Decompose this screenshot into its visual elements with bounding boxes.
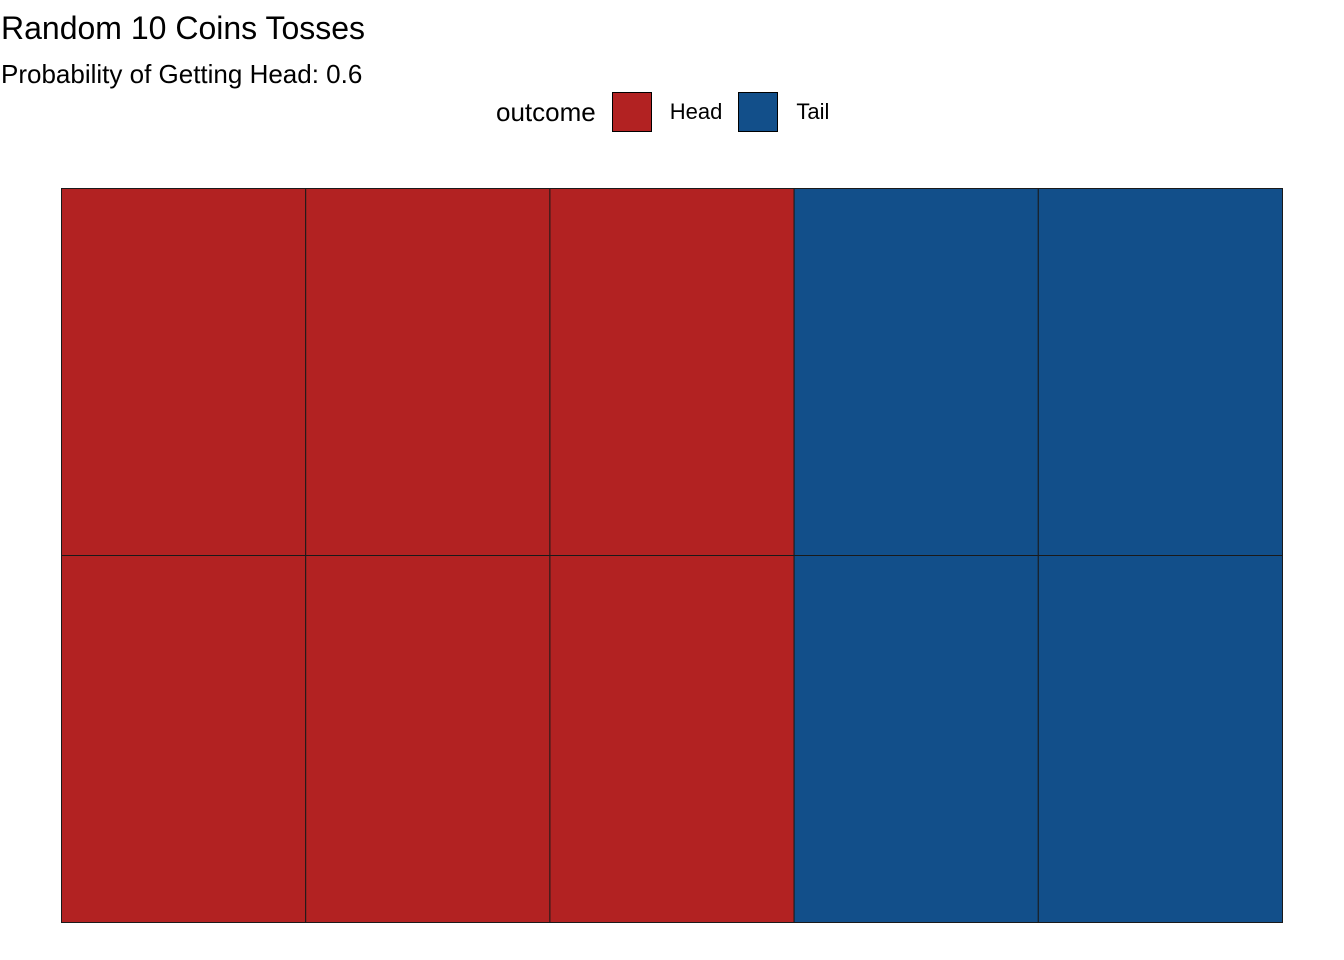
legend-key-head [611,92,652,132]
tile-head-r2-c1 [61,555,307,923]
chart-subtitle: Probability of Getting Head: 0.6 [1,59,363,89]
tile-head-r1-c3 [549,188,795,556]
legend-title: outcome [496,96,596,127]
legend-item-tail: Tail [738,92,829,132]
legend-key-tail [738,92,779,132]
tile-tail-r2-c5 [1037,555,1284,923]
legend-label-head: Head [669,99,723,124]
tile-head-r1-c2 [305,188,551,556]
tile-head-r2-c3 [549,555,795,923]
legend-label-tail: Tail [796,99,830,124]
chart-title: Random 10 Coins Tosses [1,10,366,46]
tile-tail-r1-c5 [1037,188,1284,556]
tile-head-r1-c1 [61,188,307,556]
tile-tail-r1-c4 [793,188,1039,556]
legend-item-head: Head [611,92,723,132]
legend: outcome Head Tail [496,90,845,134]
tile-tail-r2-c4 [793,555,1039,923]
tile-head-r2-c2 [305,555,551,923]
